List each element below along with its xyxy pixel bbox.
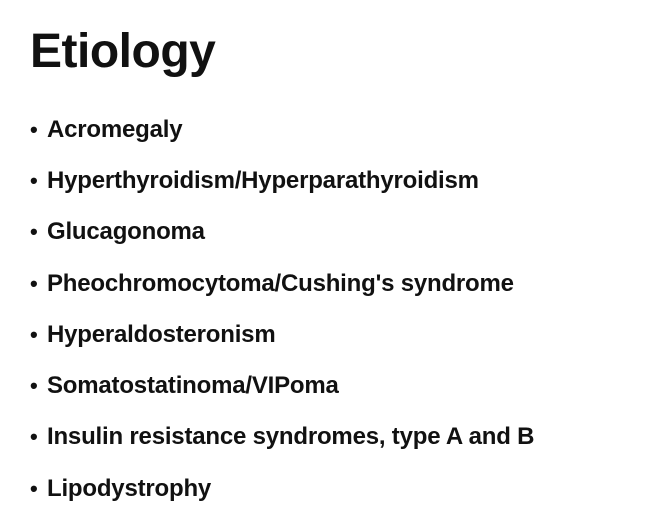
bullet-icon: • (30, 475, 38, 501)
list-item-label: Somatostatinoma/VIPoma (47, 372, 339, 400)
bullet-icon: • (30, 424, 38, 450)
list-item: • Acromegaly (30, 104, 534, 155)
list-item: • Pheochromocytoma/Cushing's syndrome (30, 258, 534, 309)
list-item: • Lipodystrophy (30, 463, 534, 514)
list-item-label: Lipodystrophy (47, 474, 212, 502)
list-item-label: Acromegaly (47, 115, 183, 143)
bullet-icon: • (30, 270, 38, 296)
list-item: • Hyperaldosteronism (30, 309, 534, 360)
list-item: • Insulin resistance syndromes, type A a… (30, 412, 535, 463)
list-item-label: Glucagonoma (47, 218, 205, 246)
list-item: • Glucagonoma (30, 207, 534, 258)
etiology-list: • Acromegaly • Hyperthyroidism/Hyperpara… (30, 104, 535, 514)
slide-title: Etiology (30, 25, 216, 78)
list-item-label: Hyperaldosteronism (47, 320, 276, 348)
bullet-icon: • (30, 219, 38, 245)
list-item-label: Pheochromocytoma/Cushing's syndrome (47, 269, 514, 297)
list-item: • Hyperthyroidism/Hyperparathyroidism (30, 155, 534, 206)
bullet-icon: • (30, 116, 38, 142)
bullet-icon: • (30, 167, 38, 193)
bullet-icon: • (30, 321, 38, 347)
list-item: • Somatostatinoma/VIPoma (30, 360, 534, 411)
bullet-icon: • (30, 373, 38, 399)
list-item-label: Insulin resistance syndromes, type A and… (47, 423, 535, 451)
list-item-label: Hyperthyroidism/Hyperparathyroidism (47, 166, 479, 194)
